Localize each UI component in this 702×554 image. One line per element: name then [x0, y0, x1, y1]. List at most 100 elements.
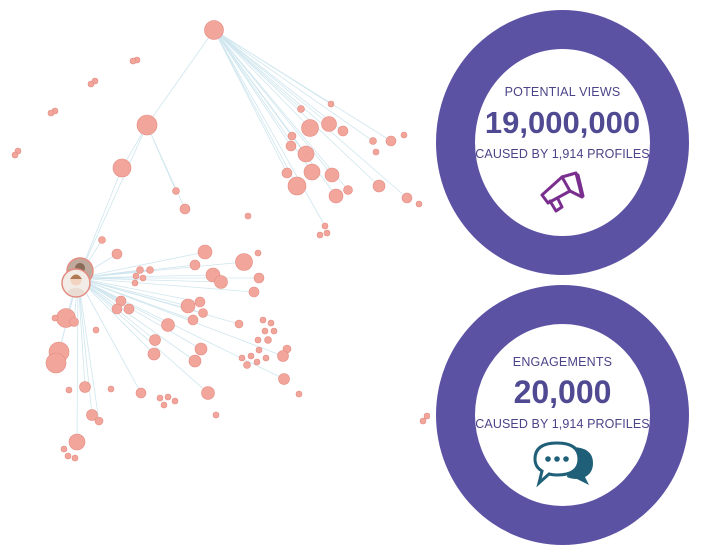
- profile-node[interactable]: [261, 327, 269, 335]
- profile-node[interactable]: [123, 303, 135, 315]
- profile-node[interactable]: [285, 140, 297, 152]
- profile-node[interactable]: [111, 303, 123, 315]
- profile-node[interactable]: [277, 350, 289, 362]
- profile-node[interactable]: [160, 401, 168, 409]
- profile-node[interactable]: [278, 373, 290, 385]
- profile-node[interactable]: [297, 145, 315, 163]
- profile-node[interactable]: [98, 236, 106, 244]
- profile-node[interactable]: [248, 286, 260, 298]
- profile-node[interactable]: [423, 412, 430, 420]
- profile-node[interactable]: [235, 253, 253, 271]
- profile-node[interactable]: [188, 354, 202, 368]
- profile-node[interactable]: [295, 390, 303, 398]
- profile-node[interactable]: [401, 192, 413, 204]
- profile-node[interactable]: [400, 131, 408, 139]
- profile-node[interactable]: [129, 57, 137, 65]
- profile-node[interactable]: [238, 354, 246, 362]
- profile-avatar-nodes[interactable]: [61, 257, 94, 300]
- profile-node[interactable]: [301, 119, 319, 137]
- profile-node[interactable]: [171, 397, 179, 405]
- profile-node[interactable]: [131, 279, 139, 287]
- profile-node[interactable]: [194, 342, 208, 356]
- profile-node[interactable]: [189, 259, 201, 271]
- profile-node[interactable]: [65, 386, 73, 394]
- profile-node[interactable]: [164, 393, 172, 401]
- profile-node[interactable]: [69, 317, 79, 327]
- profile-node[interactable]: [71, 454, 79, 462]
- profile-node[interactable]: [253, 358, 261, 366]
- profile-node[interactable]: [267, 319, 275, 327]
- profile-node[interactable]: [297, 105, 305, 113]
- profile-node[interactable]: [64, 452, 72, 460]
- profile-node[interactable]: [281, 167, 293, 179]
- profile-node[interactable]: [385, 135, 397, 147]
- profile-node[interactable]: [45, 352, 67, 374]
- profile-node[interactable]: [68, 433, 86, 451]
- profile-node[interactable]: [136, 114, 158, 136]
- profile-node[interactable]: [328, 188, 344, 204]
- profile-node[interactable]: [212, 411, 220, 419]
- profile-node[interactable]: [187, 314, 199, 326]
- profile-node[interactable]: [180, 298, 196, 314]
- profile-node[interactable]: [107, 385, 115, 393]
- profile-node[interactable]: [111, 248, 123, 260]
- profile-node[interactable]: [136, 266, 144, 274]
- profile-node[interactable]: [262, 354, 270, 362]
- profile-node[interactable]: [303, 163, 321, 181]
- profile-node[interactable]: [147, 347, 161, 361]
- profile-node[interactable]: [132, 272, 140, 280]
- profile-node[interactable]: [172, 187, 180, 195]
- profile-node[interactable]: [92, 326, 100, 334]
- profile-node[interactable]: [47, 109, 55, 117]
- profile-node[interactable]: [327, 100, 335, 108]
- profile-node[interactable]: [254, 249, 262, 257]
- profile-node[interactable]: [179, 203, 191, 215]
- avatar[interactable]: [61, 268, 91, 300]
- profile-node[interactable]: [11, 151, 19, 159]
- profile-node[interactable]: [94, 416, 104, 426]
- profile-node[interactable]: [51, 314, 59, 322]
- potential-views-label: POTENTIAL VIEWS: [504, 85, 621, 99]
- profile-node[interactable]: [372, 179, 386, 193]
- profile-node[interactable]: [161, 318, 175, 332]
- profile-node[interactable]: [234, 319, 244, 329]
- profile-node[interactable]: [259, 316, 267, 324]
- profile-node[interactable]: [149, 334, 161, 346]
- profile-node[interactable]: [112, 158, 132, 178]
- profile-node[interactable]: [323, 229, 331, 237]
- profile-node[interactable]: [198, 308, 208, 318]
- profile-node[interactable]: [372, 148, 380, 156]
- profile-node[interactable]: [419, 417, 427, 425]
- profile-node[interactable]: [253, 272, 265, 284]
- profile-node[interactable]: [324, 167, 340, 183]
- profile-node[interactable]: [264, 336, 272, 344]
- profile-node[interactable]: [135, 387, 147, 399]
- profile-node[interactable]: [415, 200, 423, 208]
- profile-node[interactable]: [204, 20, 224, 40]
- profile-node[interactable]: [243, 361, 251, 369]
- profile-node[interactable]: [60, 445, 68, 453]
- profile-node[interactable]: [287, 176, 307, 196]
- profile-node[interactable]: [139, 274, 147, 282]
- profile-node[interactable]: [197, 244, 213, 260]
- profile-node[interactable]: [79, 381, 91, 393]
- profile-node[interactable]: [321, 222, 329, 230]
- profile-node[interactable]: [156, 394, 164, 402]
- profile-node[interactable]: [287, 131, 297, 141]
- profile-node[interactable]: [86, 409, 98, 421]
- profile-node[interactable]: [214, 275, 228, 289]
- profile-node[interactable]: [254, 336, 262, 344]
- profile-node[interactable]: [244, 212, 252, 220]
- profile-node[interactable]: [247, 352, 255, 360]
- profile-node[interactable]: [255, 346, 263, 354]
- profile-node[interactable]: [194, 296, 206, 308]
- profile-node[interactable]: [270, 327, 278, 335]
- profile-node[interactable]: [337, 125, 349, 137]
- profile-node[interactable]: [316, 231, 324, 239]
- profile-node[interactable]: [369, 137, 377, 145]
- profile-node[interactable]: [87, 80, 95, 88]
- profile-node[interactable]: [201, 386, 215, 400]
- profile-node[interactable]: [343, 185, 353, 195]
- profile-node[interactable]: [146, 266, 154, 274]
- profile-node[interactable]: [321, 116, 337, 132]
